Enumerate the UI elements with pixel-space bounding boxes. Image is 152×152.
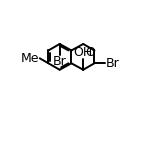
- Text: Br: Br: [53, 55, 67, 68]
- Text: Me: Me: [21, 52, 39, 65]
- Text: Br: Br: [106, 57, 119, 70]
- Text: O: O: [85, 46, 95, 59]
- Text: OH: OH: [74, 46, 93, 59]
